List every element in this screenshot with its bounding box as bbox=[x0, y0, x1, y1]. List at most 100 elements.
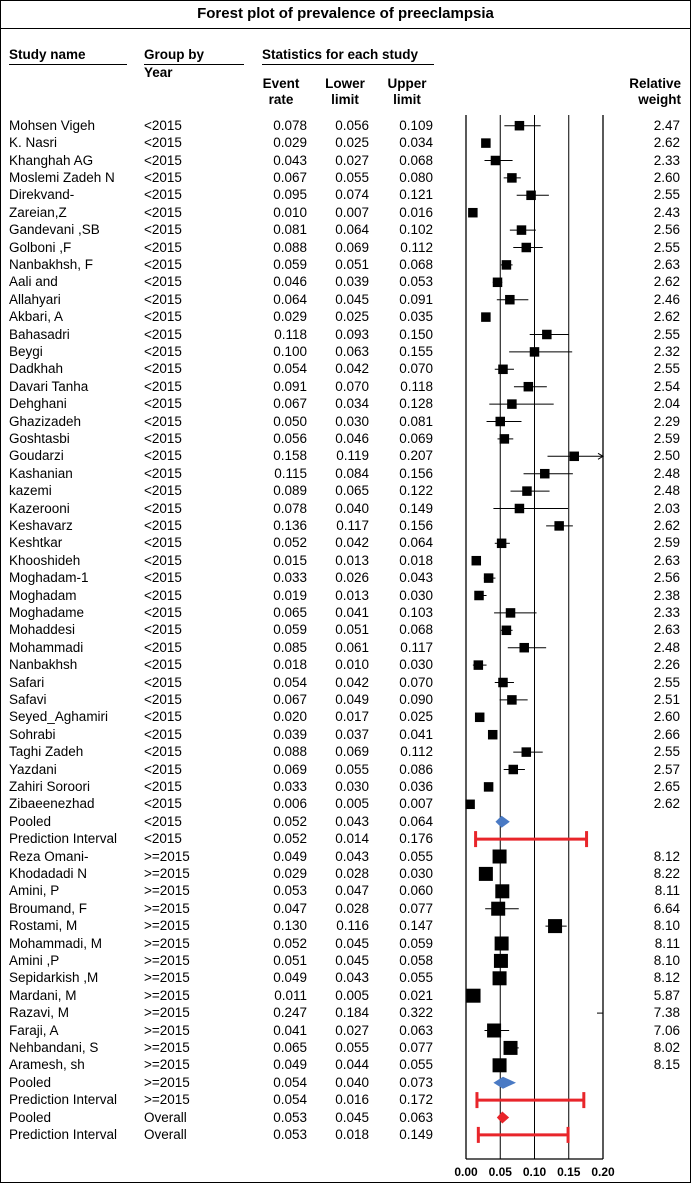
upper-limit: 0.030 bbox=[399, 657, 433, 673]
point-estimate-square bbox=[554, 521, 564, 531]
upper-limit: 0.055 bbox=[399, 970, 433, 986]
point-estimate-square bbox=[516, 225, 527, 235]
event-rate: 0.067 bbox=[273, 396, 307, 412]
relative-weight: 2.62 bbox=[653, 309, 680, 325]
group-year: <2015 bbox=[144, 309, 182, 325]
upper-limit: 0.021 bbox=[399, 987, 433, 1003]
upper-limit: 0.149 bbox=[399, 500, 433, 516]
lower-limit: 0.045 bbox=[335, 291, 369, 307]
lower-limit: 0.027 bbox=[335, 152, 369, 168]
pooled-diamond bbox=[495, 815, 510, 828]
relative-weight: 2.66 bbox=[653, 726, 680, 742]
relative-weight: 2.60 bbox=[653, 169, 680, 185]
study-name: Moghadame bbox=[9, 604, 85, 620]
study-name: Zahiri Soroori bbox=[9, 778, 91, 794]
event-rate: 0.047 bbox=[273, 900, 307, 916]
point-estimate-square bbox=[492, 849, 507, 864]
upper-limit: 0.118 bbox=[400, 378, 433, 394]
event-rate: 0.095 bbox=[273, 187, 307, 203]
upper-limit: 0.156 bbox=[399, 517, 433, 533]
study-name: Seyed_Aghamiri bbox=[9, 709, 109, 725]
event-rate: 0.050 bbox=[273, 413, 307, 429]
point-estimate-square bbox=[498, 677, 508, 688]
event-rate: 0.043 bbox=[273, 152, 307, 168]
x-tick-label: 0.15 bbox=[557, 1165, 581, 1179]
event-rate: 0.130 bbox=[273, 918, 307, 934]
group-year: <2015 bbox=[144, 831, 182, 847]
group-year: <2015 bbox=[144, 413, 182, 429]
point-estimate-square bbox=[483, 782, 494, 792]
upper-limit: 0.103 bbox=[399, 604, 433, 620]
study-name: Khodadadi N bbox=[9, 865, 88, 881]
lower-limit: 0.040 bbox=[335, 500, 369, 516]
lower-limit: 0.055 bbox=[335, 761, 369, 777]
study-name: Kazerooni bbox=[9, 500, 70, 516]
group-year: Overall bbox=[144, 1109, 187, 1125]
x-tick-label: 0.10 bbox=[522, 1165, 547, 1179]
upper-limit: 0.322 bbox=[399, 1005, 433, 1021]
event-rate: 0.019 bbox=[273, 587, 307, 603]
upper-limit: 0.156 bbox=[399, 465, 433, 481]
point-estimate-square bbox=[521, 242, 532, 253]
relative-weight: 2.55 bbox=[653, 361, 680, 377]
event-rate: 0.033 bbox=[273, 778, 307, 794]
relative-weight: 2.63 bbox=[653, 552, 680, 568]
study-name: Mohsen Vigeh bbox=[9, 117, 96, 133]
upper-limit: 0.150 bbox=[399, 326, 433, 342]
lower-limit: 0.030 bbox=[335, 778, 369, 794]
group-year: >=2015 bbox=[144, 918, 190, 934]
group-year: <2015 bbox=[144, 135, 182, 151]
lower-limit: 0.028 bbox=[335, 865, 369, 881]
point-estimate-square bbox=[542, 329, 552, 340]
point-estimate-square bbox=[493, 953, 508, 968]
study-name: Mohammadi, M bbox=[9, 935, 103, 951]
lower-limit: 0.043 bbox=[335, 970, 369, 986]
header-weight-line2: weight bbox=[638, 92, 681, 107]
point-estimate-square bbox=[540, 468, 550, 479]
header-event-rate: Event rate bbox=[251, 76, 311, 108]
group-year: <2015 bbox=[144, 448, 182, 464]
study-name: Broumand, F bbox=[9, 900, 88, 916]
relative-weight: 2.48 bbox=[653, 639, 680, 655]
lower-limit: 0.026 bbox=[335, 570, 369, 586]
lower-limit: 0.044 bbox=[335, 1057, 369, 1073]
relative-weight: 2.57 bbox=[653, 761, 680, 777]
point-estimate-square bbox=[526, 190, 536, 201]
group-year: >=2015 bbox=[144, 1039, 190, 1055]
header-lower-line1: Lower bbox=[325, 76, 365, 91]
lower-limit: 0.117 bbox=[336, 517, 369, 533]
point-estimate-square bbox=[519, 642, 529, 653]
point-estimate-square bbox=[487, 1023, 502, 1038]
study-name: Dadkhah bbox=[9, 361, 64, 377]
event-rate: 0.053 bbox=[273, 1126, 307, 1142]
upper-limit: 0.068 bbox=[399, 152, 433, 168]
group-year: <2015 bbox=[144, 726, 182, 742]
upper-limit: 0.102 bbox=[399, 222, 433, 238]
relative-weight: 2.55 bbox=[653, 187, 680, 203]
group-year: <2015 bbox=[144, 639, 182, 655]
upper-limit: 0.077 bbox=[399, 900, 433, 916]
event-rate: 0.118 bbox=[274, 326, 307, 342]
lower-limit: 0.018 bbox=[335, 1126, 369, 1142]
lower-limit: 0.037 bbox=[335, 726, 369, 742]
lower-limit: 0.055 bbox=[335, 169, 369, 185]
lower-limit: 0.028 bbox=[335, 900, 369, 916]
point-estimate-square bbox=[503, 1040, 518, 1055]
relative-weight: 2.03 bbox=[653, 500, 680, 516]
study-name: Nanbakhsh bbox=[9, 657, 78, 673]
upper-limit: 0.018 bbox=[399, 552, 433, 568]
relative-weight: 2.48 bbox=[653, 465, 680, 481]
lower-limit: 0.119 bbox=[336, 448, 369, 464]
relative-weight: 2.48 bbox=[653, 483, 680, 499]
relative-weight: 2.43 bbox=[653, 204, 680, 220]
relative-weight: 8.10 bbox=[653, 918, 680, 934]
point-estimate-square bbox=[514, 120, 525, 131]
group-year: <2015 bbox=[144, 813, 182, 829]
event-rate: 0.059 bbox=[273, 622, 307, 638]
lower-limit: 0.010 bbox=[335, 657, 369, 673]
event-rate: 0.067 bbox=[273, 169, 307, 185]
lower-limit: 0.039 bbox=[335, 274, 369, 290]
group-year: <2015 bbox=[144, 465, 182, 481]
upper-limit: 0.091 bbox=[399, 291, 433, 307]
